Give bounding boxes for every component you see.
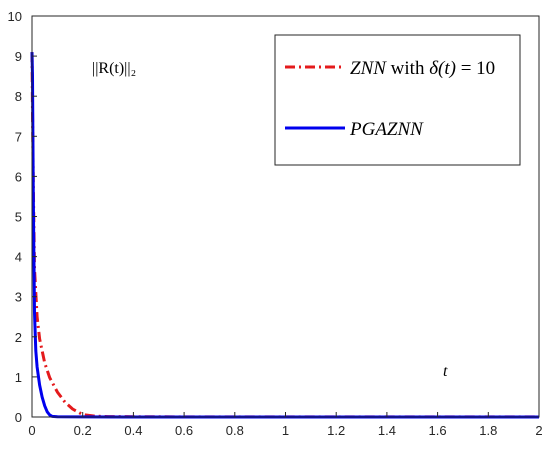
y-tick-label: 4 bbox=[15, 250, 22, 265]
x-tick-label: 0 bbox=[28, 423, 35, 438]
x-tick-label: 1.2 bbox=[327, 423, 345, 438]
y-tick-label: 1 bbox=[15, 370, 22, 385]
y-tick-label: 5 bbox=[15, 210, 22, 225]
x-tick-label: 1.4 bbox=[378, 423, 396, 438]
legend-box bbox=[274, 34, 521, 166]
x-tick-label: 0.2 bbox=[74, 423, 92, 438]
legend: ZNN with δ(t) = 10 PGAZNN bbox=[274, 34, 521, 166]
ticks-layer: 0 0.2 0.4 0.6 0.8 1 1.2 1.4 1.6 1.8 2 0 1 2 3 4 5 6 7 8 9 10 bbox=[8, 9, 543, 438]
legend-label-znn: ZNN with δ(t) = 10 bbox=[350, 58, 495, 79]
legend-label-znn-math: ZNN bbox=[350, 58, 387, 79]
legend-label-znn-mid: with bbox=[386, 58, 429, 79]
y-tick-label: 9 bbox=[15, 49, 22, 64]
legend-label-pgaznn: PGAZNN bbox=[349, 119, 424, 140]
y-tick-label: 3 bbox=[15, 290, 22, 305]
y-tick-label: 7 bbox=[15, 129, 22, 144]
y-tick-label: 2 bbox=[15, 330, 22, 345]
y-tick-label: 0 bbox=[15, 410, 22, 425]
x-tick-label: 0.6 bbox=[175, 423, 193, 438]
x-tick-label: 2 bbox=[535, 423, 542, 438]
x-axis-label: t bbox=[443, 363, 448, 380]
x-tick-label: 1.8 bbox=[479, 423, 497, 438]
legend-label-znn-tail: = 10 bbox=[456, 58, 495, 79]
y-tick-label: 8 bbox=[15, 89, 22, 104]
x-tick-label: 0.8 bbox=[226, 423, 244, 438]
x-tick-label: 0.4 bbox=[124, 423, 142, 438]
y-tick-label: 6 bbox=[15, 169, 22, 184]
y-tick-label: 10 bbox=[8, 9, 22, 24]
x-tick-label: 1 bbox=[282, 423, 289, 438]
x-tick-label: 1.6 bbox=[429, 423, 447, 438]
legend-label-znn-delta: δ(t) bbox=[429, 58, 456, 79]
y-axis-label: ||R(t)||₂ bbox=[92, 60, 136, 77]
